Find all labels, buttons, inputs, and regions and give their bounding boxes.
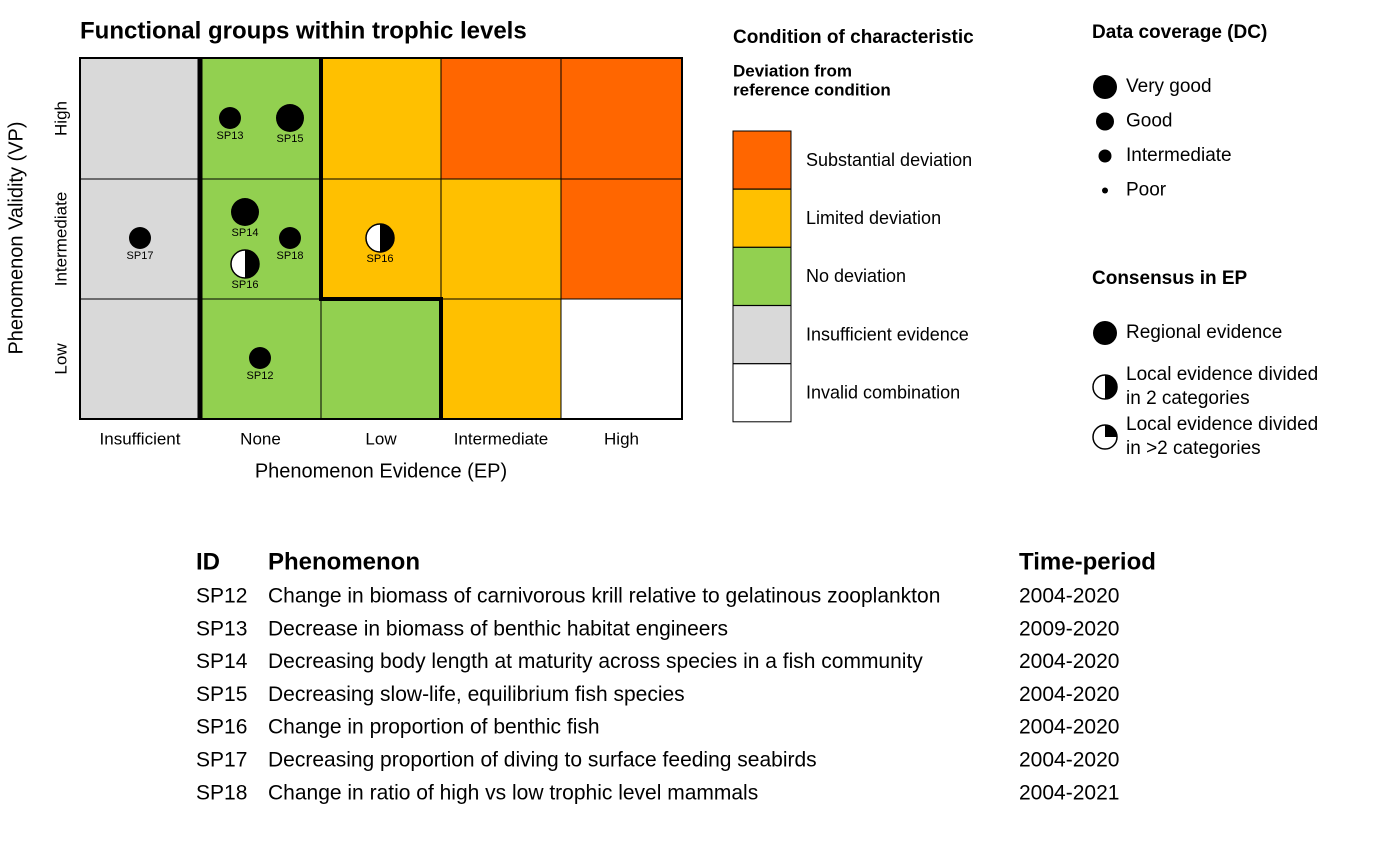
legend-label: Good (1126, 111, 1172, 132)
y-tick-label: Low (51, 343, 70, 375)
legend-label: Limited deviation (806, 208, 941, 228)
matrix-cell (440, 178, 562, 300)
table-cell: Decreasing slow-life, equilibrium fish s… (268, 683, 685, 706)
table-cell: Change in biomass of carnivorous krill r… (268, 585, 940, 608)
point-label: SP15 (277, 133, 304, 145)
table-cell: SP15 (196, 683, 247, 706)
point-label: SP18 (277, 250, 304, 262)
legend-label: Very good (1126, 76, 1212, 97)
y-tick-label: High (51, 101, 70, 136)
legend-subtitle: reference condition (733, 80, 891, 99)
matrix-cell (79, 57, 201, 180)
table-cell: Change in ratio of high vs low trophic l… (268, 781, 758, 804)
matrix-cell (560, 298, 683, 420)
matrix-cell (79, 298, 201, 420)
legend-swatch (732, 363, 792, 423)
table-cell: SP18 (196, 781, 247, 804)
legend-label: Invalid combination (806, 383, 960, 403)
x-tick-label: High (604, 429, 639, 448)
legend-title: Consensus in EP (1092, 268, 1248, 289)
table-cell: 2004-2020 (1019, 585, 1119, 608)
point-label: SP17 (127, 250, 154, 262)
point-marker (276, 104, 304, 132)
point-marker (249, 347, 271, 369)
legend-swatch (732, 130, 792, 190)
legend-title: Condition of characteristic (733, 27, 974, 48)
x-tick-label: None (240, 429, 281, 448)
point-marker (380, 224, 394, 252)
threshold-line (319, 58, 443, 419)
table-header: Phenomenon (268, 548, 420, 575)
matrix-border (79, 57, 683, 420)
legend-dot (1102, 187, 1108, 194)
table-cell: 2004-2020 (1019, 683, 1119, 706)
table-header: Time-period (1019, 548, 1156, 575)
matrix-cell (320, 298, 442, 420)
point-marker (231, 198, 259, 226)
table-cell: 2004-2020 (1019, 749, 1119, 772)
matrix-cell (560, 178, 683, 300)
table-cell: Decrease in biomass of benthic habitat e… (268, 617, 728, 640)
x-axis-label: Phenomenon Evidence (EP) (255, 460, 507, 482)
legend-label: Substantial deviation (806, 150, 972, 170)
legend-swatch (732, 246, 792, 306)
y-tick-label: Intermediate (51, 192, 70, 287)
legend-dot (1093, 321, 1117, 345)
matrix-cell (440, 57, 562, 180)
point-marker (279, 227, 301, 249)
table-cell: SP12 (196, 585, 247, 608)
table-cell: 2004-2021 (1019, 781, 1119, 804)
table-cell: Decreasing body length at maturity acros… (268, 650, 923, 673)
table-cell: SP13 (196, 617, 247, 640)
table-header: ID (196, 548, 220, 575)
matrix-cell (560, 57, 683, 180)
point-marker (129, 227, 151, 249)
point-label: SP12 (247, 370, 274, 382)
table-cell: SP17 (196, 749, 247, 772)
table-cell: 2004-2020 (1019, 650, 1119, 673)
table-cell: Change in proportion of benthic fish (268, 716, 600, 739)
table-cell: 2004-2020 (1019, 716, 1119, 739)
matrix-title: Functional groups within trophic levels (80, 17, 527, 44)
legend-label: Local evidence divided (1126, 414, 1318, 435)
y-axis-label: Phenomenon Validity (VP) (5, 121, 27, 354)
point-label: SP16 (367, 253, 394, 265)
table-cell: SP16 (196, 716, 247, 739)
table-cell: 2009-2020 (1019, 617, 1119, 640)
point-marker (219, 107, 241, 129)
legend-label: in >2 categories (1126, 438, 1261, 459)
matrix-cell (320, 57, 442, 180)
point-label: SP14 (232, 227, 259, 239)
legend-dot (1096, 112, 1114, 131)
legend-dot (1093, 75, 1117, 99)
legend-swatch (732, 305, 792, 365)
matrix-cell (199, 178, 322, 300)
x-tick-label: Intermediate (454, 429, 549, 448)
legend-label: Insufficient evidence (806, 324, 969, 344)
x-tick-label: Insufficient (100, 429, 181, 448)
legend-label: Poor (1126, 180, 1167, 201)
legend-dot (1105, 375, 1117, 399)
legend-label: Local evidence divided (1126, 364, 1318, 385)
legend-label: No deviation (806, 266, 906, 286)
legend-label: in 2 categories (1126, 388, 1250, 409)
legend-subtitle: Deviation from (733, 61, 852, 80)
point-label: SP13 (217, 130, 244, 142)
matrix-cell (440, 298, 562, 420)
x-tick-label: Low (365, 429, 397, 448)
point-marker (245, 250, 259, 278)
table-cell: SP14 (196, 650, 248, 673)
legend-title: Data coverage (DC) (1092, 22, 1267, 43)
legend-dot (1105, 425, 1117, 437)
table-cell: Decreasing proportion of diving to surfa… (268, 749, 817, 772)
legend-dot (1098, 149, 1112, 163)
legend-swatch (732, 188, 792, 248)
legend-label: Regional evidence (1126, 322, 1282, 343)
legend-label: Intermediate (1126, 145, 1232, 166)
point-label: SP16 (232, 279, 259, 291)
